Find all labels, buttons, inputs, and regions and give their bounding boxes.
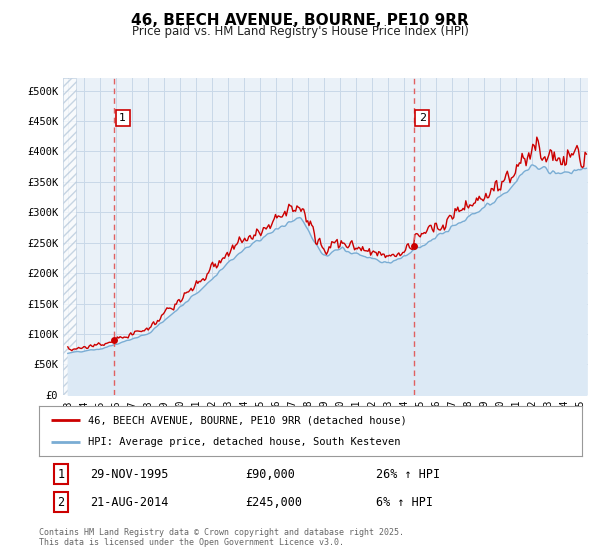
Text: £245,000: £245,000 xyxy=(245,496,302,509)
Text: Contains HM Land Registry data © Crown copyright and database right 2025.
This d: Contains HM Land Registry data © Crown c… xyxy=(39,528,404,547)
Text: 29-NOV-1995: 29-NOV-1995 xyxy=(91,468,169,480)
Text: 46, BEECH AVENUE, BOURNE, PE10 9RR (detached house): 46, BEECH AVENUE, BOURNE, PE10 9RR (deta… xyxy=(88,415,407,425)
Text: 26% ↑ HPI: 26% ↑ HPI xyxy=(376,468,440,480)
Text: 21-AUG-2014: 21-AUG-2014 xyxy=(91,496,169,509)
Text: 46, BEECH AVENUE, BOURNE, PE10 9RR: 46, BEECH AVENUE, BOURNE, PE10 9RR xyxy=(131,13,469,29)
Text: £90,000: £90,000 xyxy=(245,468,295,480)
Text: 6% ↑ HPI: 6% ↑ HPI xyxy=(376,496,433,509)
Text: 1: 1 xyxy=(57,468,64,480)
Text: 2: 2 xyxy=(419,113,426,123)
Text: Price paid vs. HM Land Registry's House Price Index (HPI): Price paid vs. HM Land Registry's House … xyxy=(131,25,469,38)
Text: 1: 1 xyxy=(119,113,126,123)
Text: HPI: Average price, detached house, South Kesteven: HPI: Average price, detached house, Sout… xyxy=(88,437,400,447)
Text: 2: 2 xyxy=(57,496,64,509)
